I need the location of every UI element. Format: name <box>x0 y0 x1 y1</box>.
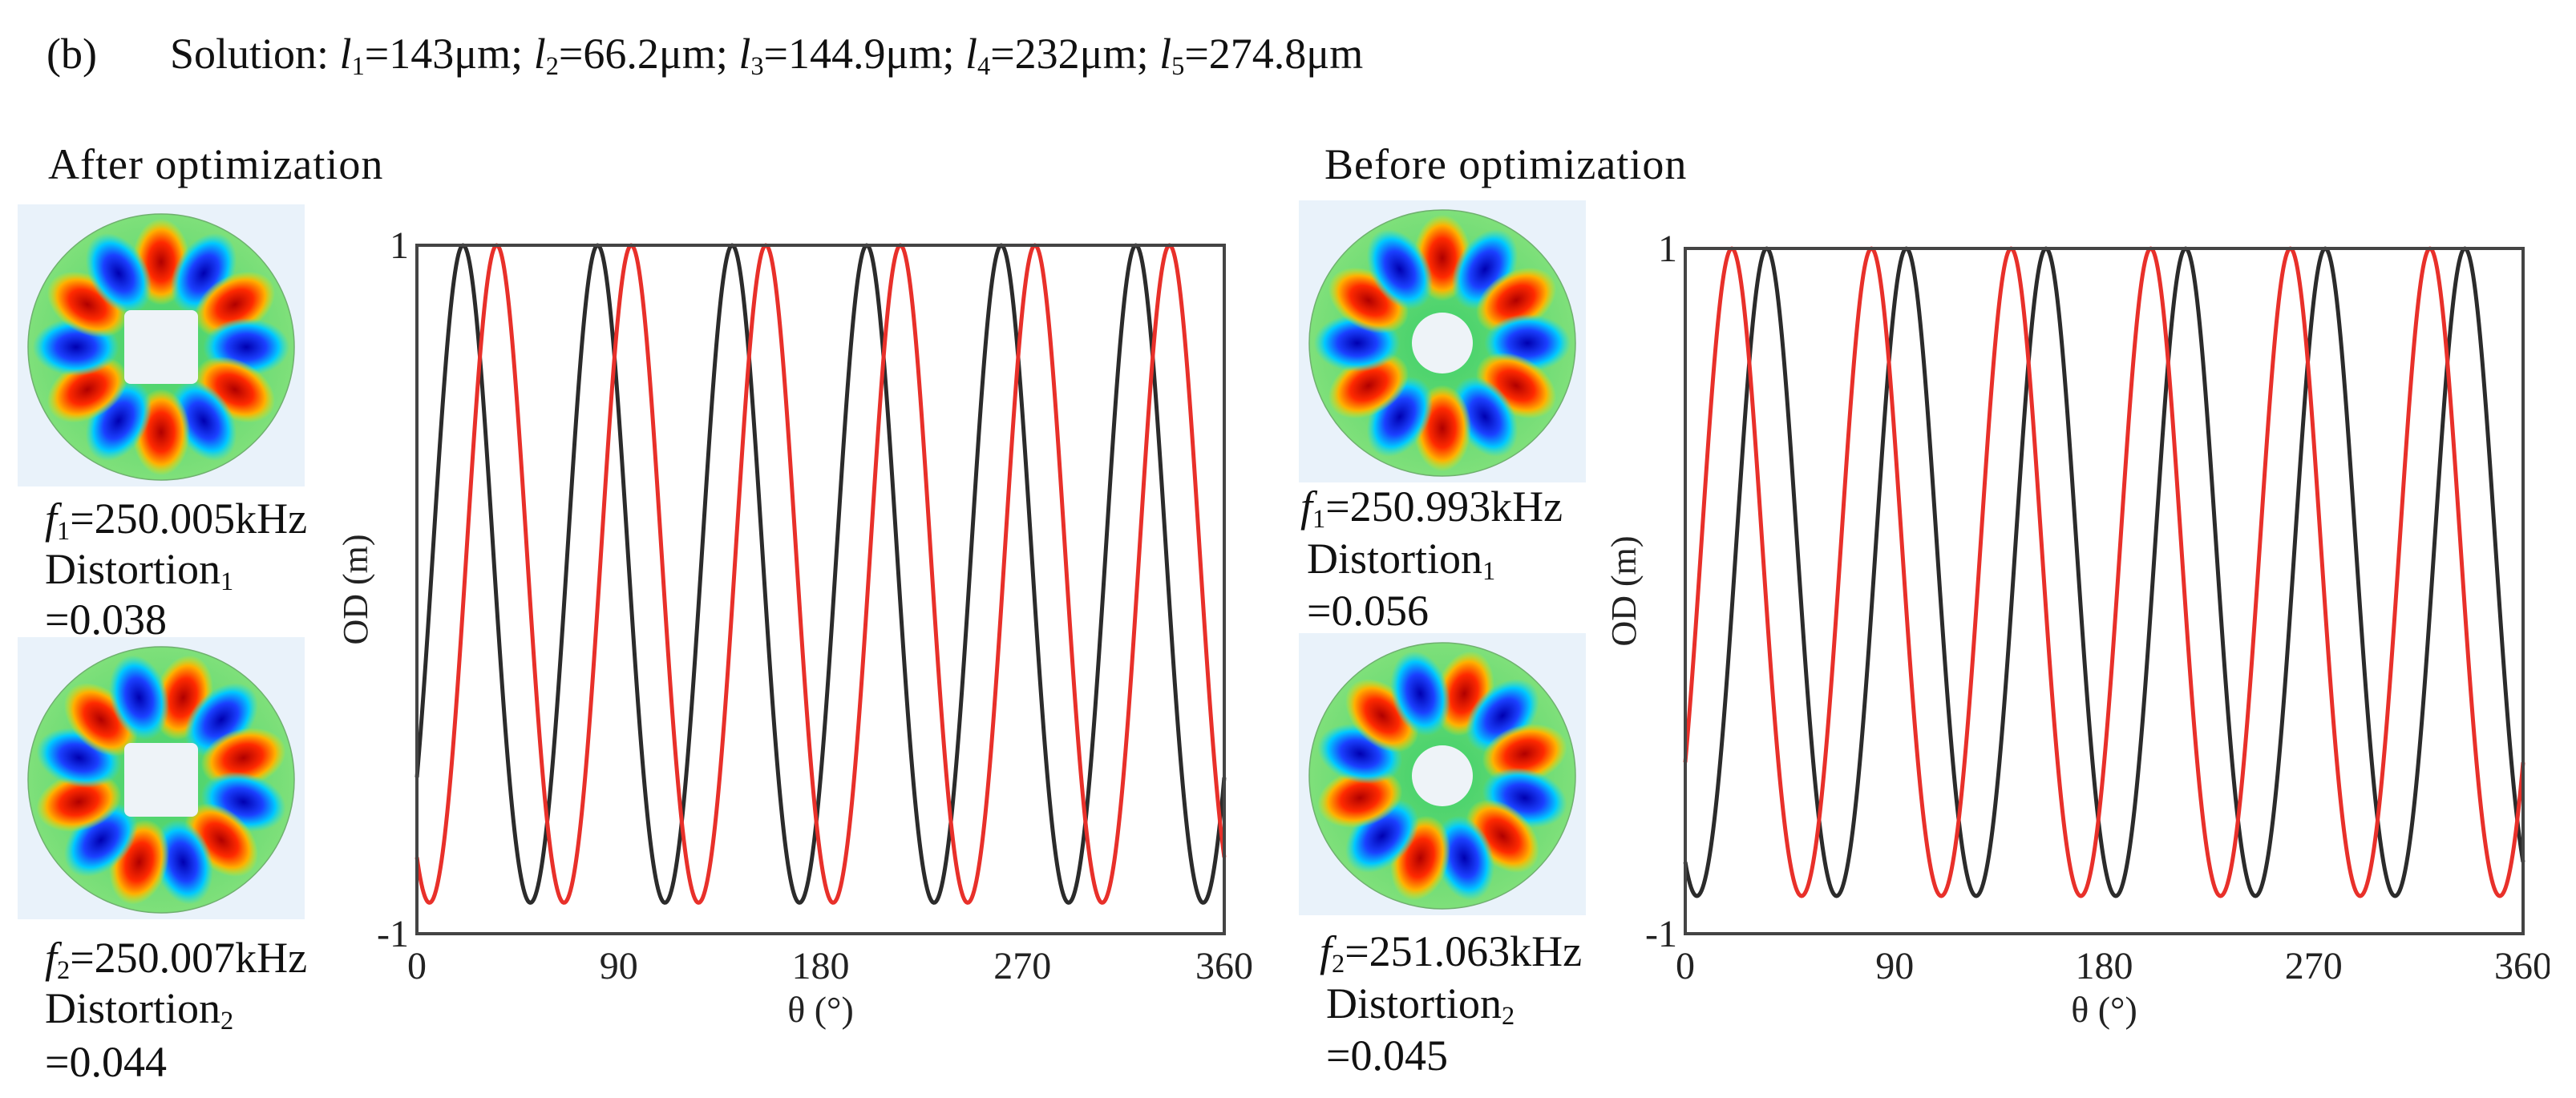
y-tick-label: -1 <box>1645 913 1677 955</box>
mode2-distortion-label-before: Distortion2 <box>1326 979 1515 1031</box>
solution-prefix: Solution: <box>170 30 330 78</box>
mode-shape-image-after-2 <box>18 637 305 919</box>
solution-line: Solution: l1=143μm; l2=66.2μm; l3=144.9μ… <box>170 30 1364 82</box>
length-l4: l4=232μm; <box>964 30 1149 82</box>
x-tick-label: 180 <box>2076 945 2133 987</box>
od-chart-after: 0 90 180 270 360 -1 1 θ (°) OD (m) <box>336 224 1253 1030</box>
series-line-red <box>1683 246 2525 898</box>
x-tick-label: 270 <box>993 945 1051 987</box>
x-axis-label: θ (°) <box>2071 989 2137 1030</box>
mode2-frequency-after: f2=250.007kHz <box>45 934 308 986</box>
mode-shape-image-before-2 <box>1299 633 1586 915</box>
mode-shape-image-before-1 <box>1299 200 1586 482</box>
mode1-distortion-label-before: Distortion1 <box>1307 535 1496 587</box>
od-chart-before: 0 90 180 270 360 -1 1 θ (°) OD (m) <box>1604 228 2550 1030</box>
y-tick-label: -1 <box>377 913 409 955</box>
panel-title-before: Before optimization <box>1324 140 1688 188</box>
x-tick-label: 180 <box>792 945 850 987</box>
mode-shape-image-after-1 <box>18 204 305 486</box>
length-l2: l2=66.2μm; <box>533 30 728 82</box>
mode1-frequency-before: f1=250.993kHz <box>1300 482 1563 535</box>
x-tick-label: 0 <box>407 945 427 987</box>
y-axis-label: OD (m) <box>336 534 375 644</box>
mode2-frequency-before: f2=251.063kHz <box>1320 927 1583 979</box>
x-tick-label: 360 <box>2494 945 2550 987</box>
x-tick-label: 0 <box>1676 945 1695 987</box>
y-tick-label: 1 <box>1658 228 1677 270</box>
mode2-distortion-value-after: =0.044 <box>45 1038 167 1086</box>
y-tick-label: 1 <box>390 224 409 267</box>
mode1-frequency-after: f1=250.005kHz <box>45 495 308 547</box>
panel-label: (b) <box>47 30 97 78</box>
length-l5: l5=274.8μm <box>1159 30 1364 82</box>
y-axis-label: OD (m) <box>1604 535 1644 646</box>
mode1-distortion-label-after: Distortion1 <box>45 545 234 597</box>
x-tick-label: 90 <box>600 945 638 987</box>
series-line-black <box>415 243 1227 905</box>
mode2-distortion-value-before: =0.045 <box>1326 1031 1448 1080</box>
series-line-black <box>1683 246 2525 898</box>
length-l3: l3=144.9μm; <box>738 30 955 82</box>
length-l1: l1=143μm; <box>339 30 524 82</box>
plot-frame <box>415 244 1226 935</box>
x-tick-label: 90 <box>1875 945 1914 987</box>
x-axis-label: θ (°) <box>787 989 854 1030</box>
series-line-red <box>415 243 1227 905</box>
mode1-distortion-value-after: =0.038 <box>45 595 167 644</box>
mode1-distortion-value-before: =0.056 <box>1307 587 1429 635</box>
plot-frame <box>1684 247 2525 935</box>
x-tick-label: 360 <box>1195 945 1253 987</box>
x-tick-label: 270 <box>2285 945 2343 987</box>
mode2-distortion-label-after: Distortion2 <box>45 984 234 1036</box>
panel-title-after: After optimization <box>48 140 384 188</box>
